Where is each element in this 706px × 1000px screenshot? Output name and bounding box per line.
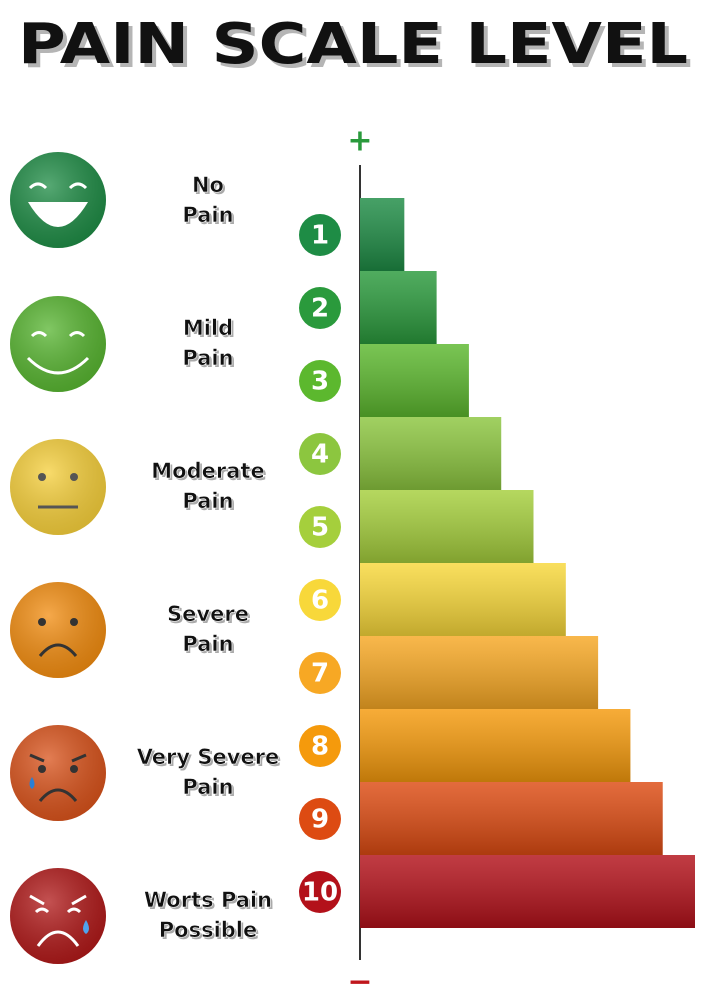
face-label-shadow: Very Severe bbox=[139, 747, 282, 771]
title-shadow: PAIN SCALE LEVEL bbox=[22, 16, 692, 81]
face-label-shadow: Severe bbox=[169, 604, 251, 628]
face-icon bbox=[10, 152, 106, 248]
level-badge bbox=[299, 506, 341, 548]
level-badge bbox=[299, 871, 341, 913]
bar-shade bbox=[360, 490, 534, 563]
level-badge bbox=[299, 360, 341, 402]
bar-shade bbox=[360, 709, 631, 782]
face-shade bbox=[10, 582, 106, 678]
face-shade bbox=[10, 725, 106, 821]
face-label: Moderate bbox=[151, 459, 264, 483]
level-badge bbox=[299, 725, 341, 767]
face-features bbox=[26, 331, 90, 375]
face-icon bbox=[10, 725, 106, 821]
face-features bbox=[29, 753, 87, 802]
face-label: Mild bbox=[183, 316, 233, 340]
level-number: 1 bbox=[311, 221, 329, 251]
level-number: 5 bbox=[311, 513, 329, 543]
bar-shade bbox=[360, 563, 566, 636]
face-shade bbox=[10, 296, 106, 392]
face-label-shadow: Moderate bbox=[153, 461, 266, 485]
bar-shade bbox=[360, 782, 663, 855]
face-label-shadow: Pain bbox=[184, 205, 235, 229]
level-badge bbox=[299, 214, 341, 256]
face-label-shadow: Pain bbox=[184, 634, 235, 658]
bar-shade bbox=[360, 417, 502, 490]
level-number: 7 bbox=[311, 659, 329, 689]
face-icon bbox=[10, 296, 106, 392]
bar-shade bbox=[360, 344, 469, 417]
level-badge bbox=[299, 579, 341, 621]
level-badge bbox=[299, 652, 341, 694]
face-label: Possible bbox=[159, 918, 258, 942]
level-number: 2 bbox=[311, 294, 329, 324]
face-label: Severe bbox=[167, 602, 249, 626]
face-label-shadow: Mild bbox=[185, 318, 235, 342]
face-label-shadow: Worts Pain bbox=[146, 890, 274, 914]
face-label: Very Severe bbox=[137, 745, 280, 769]
face-label-shadow: Pain bbox=[184, 491, 235, 515]
bar-shade bbox=[360, 271, 437, 344]
face-label: Pain bbox=[182, 203, 233, 227]
face-icon bbox=[10, 868, 106, 964]
level-number: 8 bbox=[311, 732, 329, 762]
face-label: Pain bbox=[182, 632, 233, 656]
face-label: Worts Pain bbox=[144, 888, 272, 912]
face-label: Pain bbox=[182, 775, 233, 799]
face-label-shadow: Pain bbox=[184, 348, 235, 372]
bar-shade bbox=[360, 636, 599, 709]
face-label-shadow: Pain bbox=[184, 777, 235, 801]
face-icon bbox=[10, 439, 106, 535]
face-label: Pain bbox=[182, 489, 233, 513]
axis-bottom-label: − bbox=[347, 965, 372, 1000]
face-label: No bbox=[192, 173, 224, 197]
face-label-shadow: Possible bbox=[161, 920, 260, 944]
face-shade bbox=[10, 152, 106, 248]
level-number: 4 bbox=[311, 440, 329, 470]
level-number: 3 bbox=[311, 367, 329, 397]
face-icon bbox=[10, 582, 106, 678]
axis-top-label: + bbox=[347, 124, 372, 159]
level-number: 6 bbox=[311, 586, 329, 616]
face-shade bbox=[10, 868, 106, 964]
level-number: 10 bbox=[302, 878, 338, 908]
face-shade bbox=[10, 439, 106, 535]
bar-shade bbox=[360, 855, 695, 928]
face-features bbox=[38, 473, 78, 509]
level-badge bbox=[299, 433, 341, 475]
face-features bbox=[28, 182, 88, 227]
bar-shade bbox=[360, 198, 405, 271]
face-features bbox=[29, 894, 89, 947]
level-badge bbox=[299, 798, 341, 840]
level-number: 9 bbox=[311, 805, 329, 835]
title: PAIN SCALE LEVEL bbox=[18, 12, 688, 77]
face-label-shadow: No bbox=[194, 175, 226, 199]
face-features bbox=[38, 618, 78, 657]
level-badge bbox=[299, 287, 341, 329]
face-label: Pain bbox=[182, 346, 233, 370]
